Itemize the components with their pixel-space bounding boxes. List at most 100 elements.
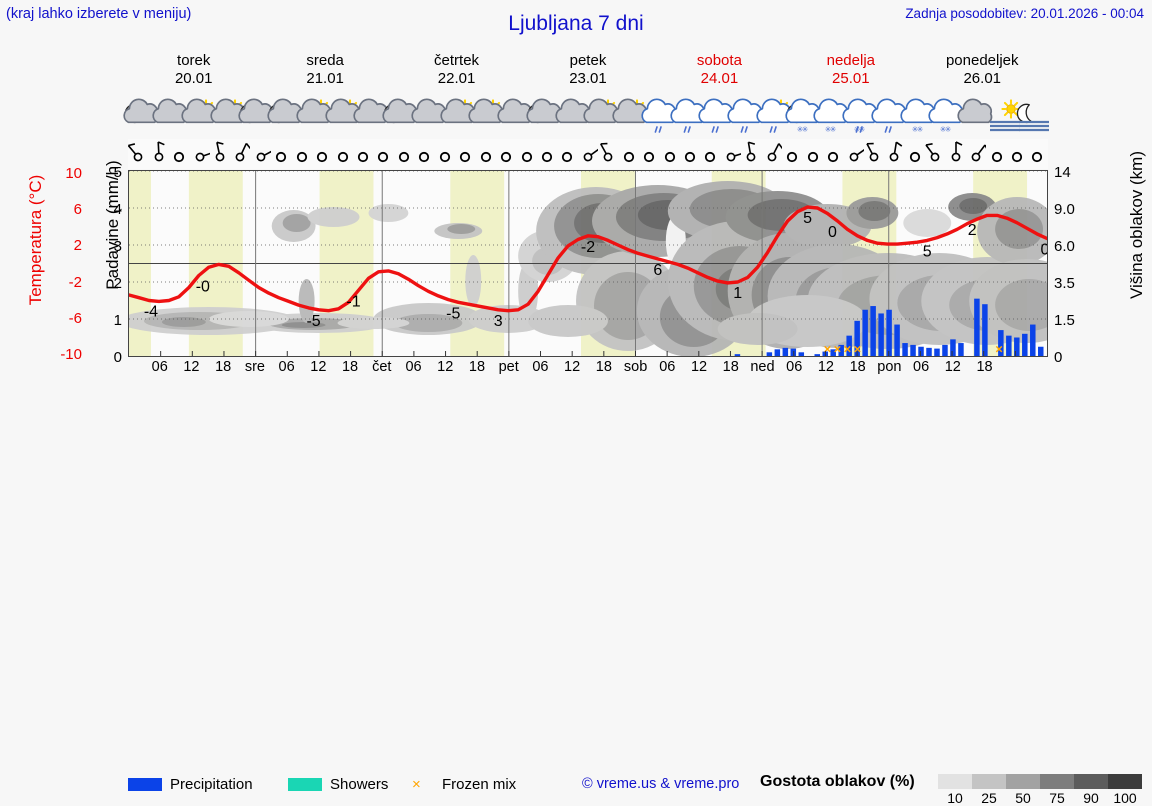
wind-symbol-calm xyxy=(496,139,516,169)
wind-symbol-barb xyxy=(884,139,904,169)
wind-symbol-barb xyxy=(189,139,209,169)
precipitation-bar xyxy=(918,347,924,356)
cloud-density-legend-label: Gostota oblakov (%) xyxy=(760,773,915,791)
calm-wind-icon xyxy=(441,153,449,161)
wind-barb-icon xyxy=(849,145,864,164)
wind-symbol-calm xyxy=(394,139,414,169)
x-tick-label: 12 xyxy=(818,359,834,375)
wind-symbol-calm xyxy=(332,139,352,169)
svg-text:✳: ✳ xyxy=(916,125,923,134)
wind-symbol-barb xyxy=(966,139,986,169)
calm-wind-icon xyxy=(175,153,183,161)
x-tick-label: 18 xyxy=(976,359,992,375)
day-name: torek xyxy=(128,52,259,70)
wind-symbol-calm xyxy=(414,139,434,169)
day-date: 26.01 xyxy=(917,70,1048,88)
calm-wind-icon xyxy=(359,153,367,161)
frozen-mix-marker: × xyxy=(824,341,832,356)
cloud-height-tick: 9.0 xyxy=(1054,201,1096,218)
wind-symbol-calm xyxy=(659,139,679,169)
precipitation-bar xyxy=(902,343,908,356)
calm-wind-icon xyxy=(461,153,469,161)
precipitation-tick: 1 xyxy=(104,312,122,329)
wind-symbol-barb xyxy=(128,139,148,169)
wind-barb-icon xyxy=(971,143,986,164)
calm-wind-icon xyxy=(645,153,653,161)
wind-symbol-barb xyxy=(598,139,618,169)
day-date: 21.01 xyxy=(259,70,390,88)
svg-text:✳: ✳ xyxy=(801,125,808,134)
snow-icon: ✳✳ xyxy=(825,125,837,134)
x-tick-label: 12 xyxy=(310,359,326,375)
density-tick: 75 xyxy=(1049,790,1065,806)
cloud-density-field xyxy=(129,181,1047,356)
rain-icon xyxy=(713,127,719,132)
precipitation-bar xyxy=(886,310,892,356)
precipitation-bar xyxy=(1038,347,1044,356)
day-date: 23.01 xyxy=(522,70,653,88)
calm-wind-icon xyxy=(522,153,530,161)
frozen-mix-icon: × xyxy=(412,776,421,793)
wind-symbol-barb xyxy=(251,139,271,169)
calm-wind-icon xyxy=(481,153,489,161)
frozen-mix-marker: × xyxy=(995,341,1003,356)
fog-icon xyxy=(1019,122,1049,130)
chart-legend: Precipitation Showers × Frozen mix © vre… xyxy=(0,386,1152,414)
cloud-height-tick: 3.5 xyxy=(1054,275,1096,292)
precipitation-bar xyxy=(735,354,741,356)
cloud-blob xyxy=(368,204,408,222)
x-tick-label: čet xyxy=(372,359,391,375)
x-tick-label: 06 xyxy=(152,359,168,375)
calm-wind-icon xyxy=(338,153,346,161)
density-tick: 100 xyxy=(1113,790,1136,806)
temperature-label: 0 xyxy=(1041,242,1047,259)
precipitation-bar xyxy=(878,313,884,356)
rain-icon xyxy=(742,127,748,132)
calm-wind-icon xyxy=(298,153,306,161)
temperature-label: -2 xyxy=(581,239,595,256)
x-tick-label: 18 xyxy=(215,359,231,375)
rain-icon xyxy=(655,127,661,132)
wind-barb-icon xyxy=(864,141,881,162)
cloud-blob xyxy=(447,224,475,234)
x-tick-label: 18 xyxy=(723,359,739,375)
rain-icon xyxy=(684,127,690,132)
cloud-blob xyxy=(465,255,481,307)
x-tick-label: 12 xyxy=(183,359,199,375)
precipitation-tick: 3 xyxy=(104,238,122,255)
x-tick-label: 06 xyxy=(532,359,548,375)
day-name: petek xyxy=(522,52,653,70)
precipitation-bar xyxy=(974,299,980,356)
x-tick-label: 12 xyxy=(691,359,707,375)
wind-symbol-barb xyxy=(843,139,863,169)
rain-icon xyxy=(885,127,891,132)
temperature-label: 5 xyxy=(803,210,812,227)
precipitation-tick: 0 xyxy=(104,349,122,366)
wind-symbol-calm xyxy=(905,139,925,169)
wind-symbol-calm xyxy=(312,139,332,169)
weather-icon-moon-fog xyxy=(1019,93,1048,139)
precipitation-bar xyxy=(982,304,988,356)
wind-symbol-barb xyxy=(762,139,782,169)
wind-symbol-calm xyxy=(271,139,291,169)
copyright-link[interactable]: © vreme.us & vreme.pro xyxy=(582,776,739,792)
cloud-blob xyxy=(308,207,360,227)
precipitation-tick: 4 xyxy=(104,201,122,218)
x-tick-label: 12 xyxy=(564,359,580,375)
day-date: 22.01 xyxy=(391,70,522,88)
precipitation-bar xyxy=(870,306,876,356)
precipitation-legend-label: Precipitation xyxy=(170,776,253,793)
wind-symbol-calm xyxy=(1007,139,1027,169)
density-swatch xyxy=(1074,774,1108,789)
forecast-plot[interactable]: ×××××-4-0-5-1-53-261505240 xyxy=(128,170,1048,357)
cloud-height-tick: 6.0 xyxy=(1054,238,1096,255)
temperature-tick: 10 xyxy=(42,165,82,182)
cloud-blob xyxy=(718,313,798,345)
snow-icon: ✳✳ xyxy=(796,125,808,134)
